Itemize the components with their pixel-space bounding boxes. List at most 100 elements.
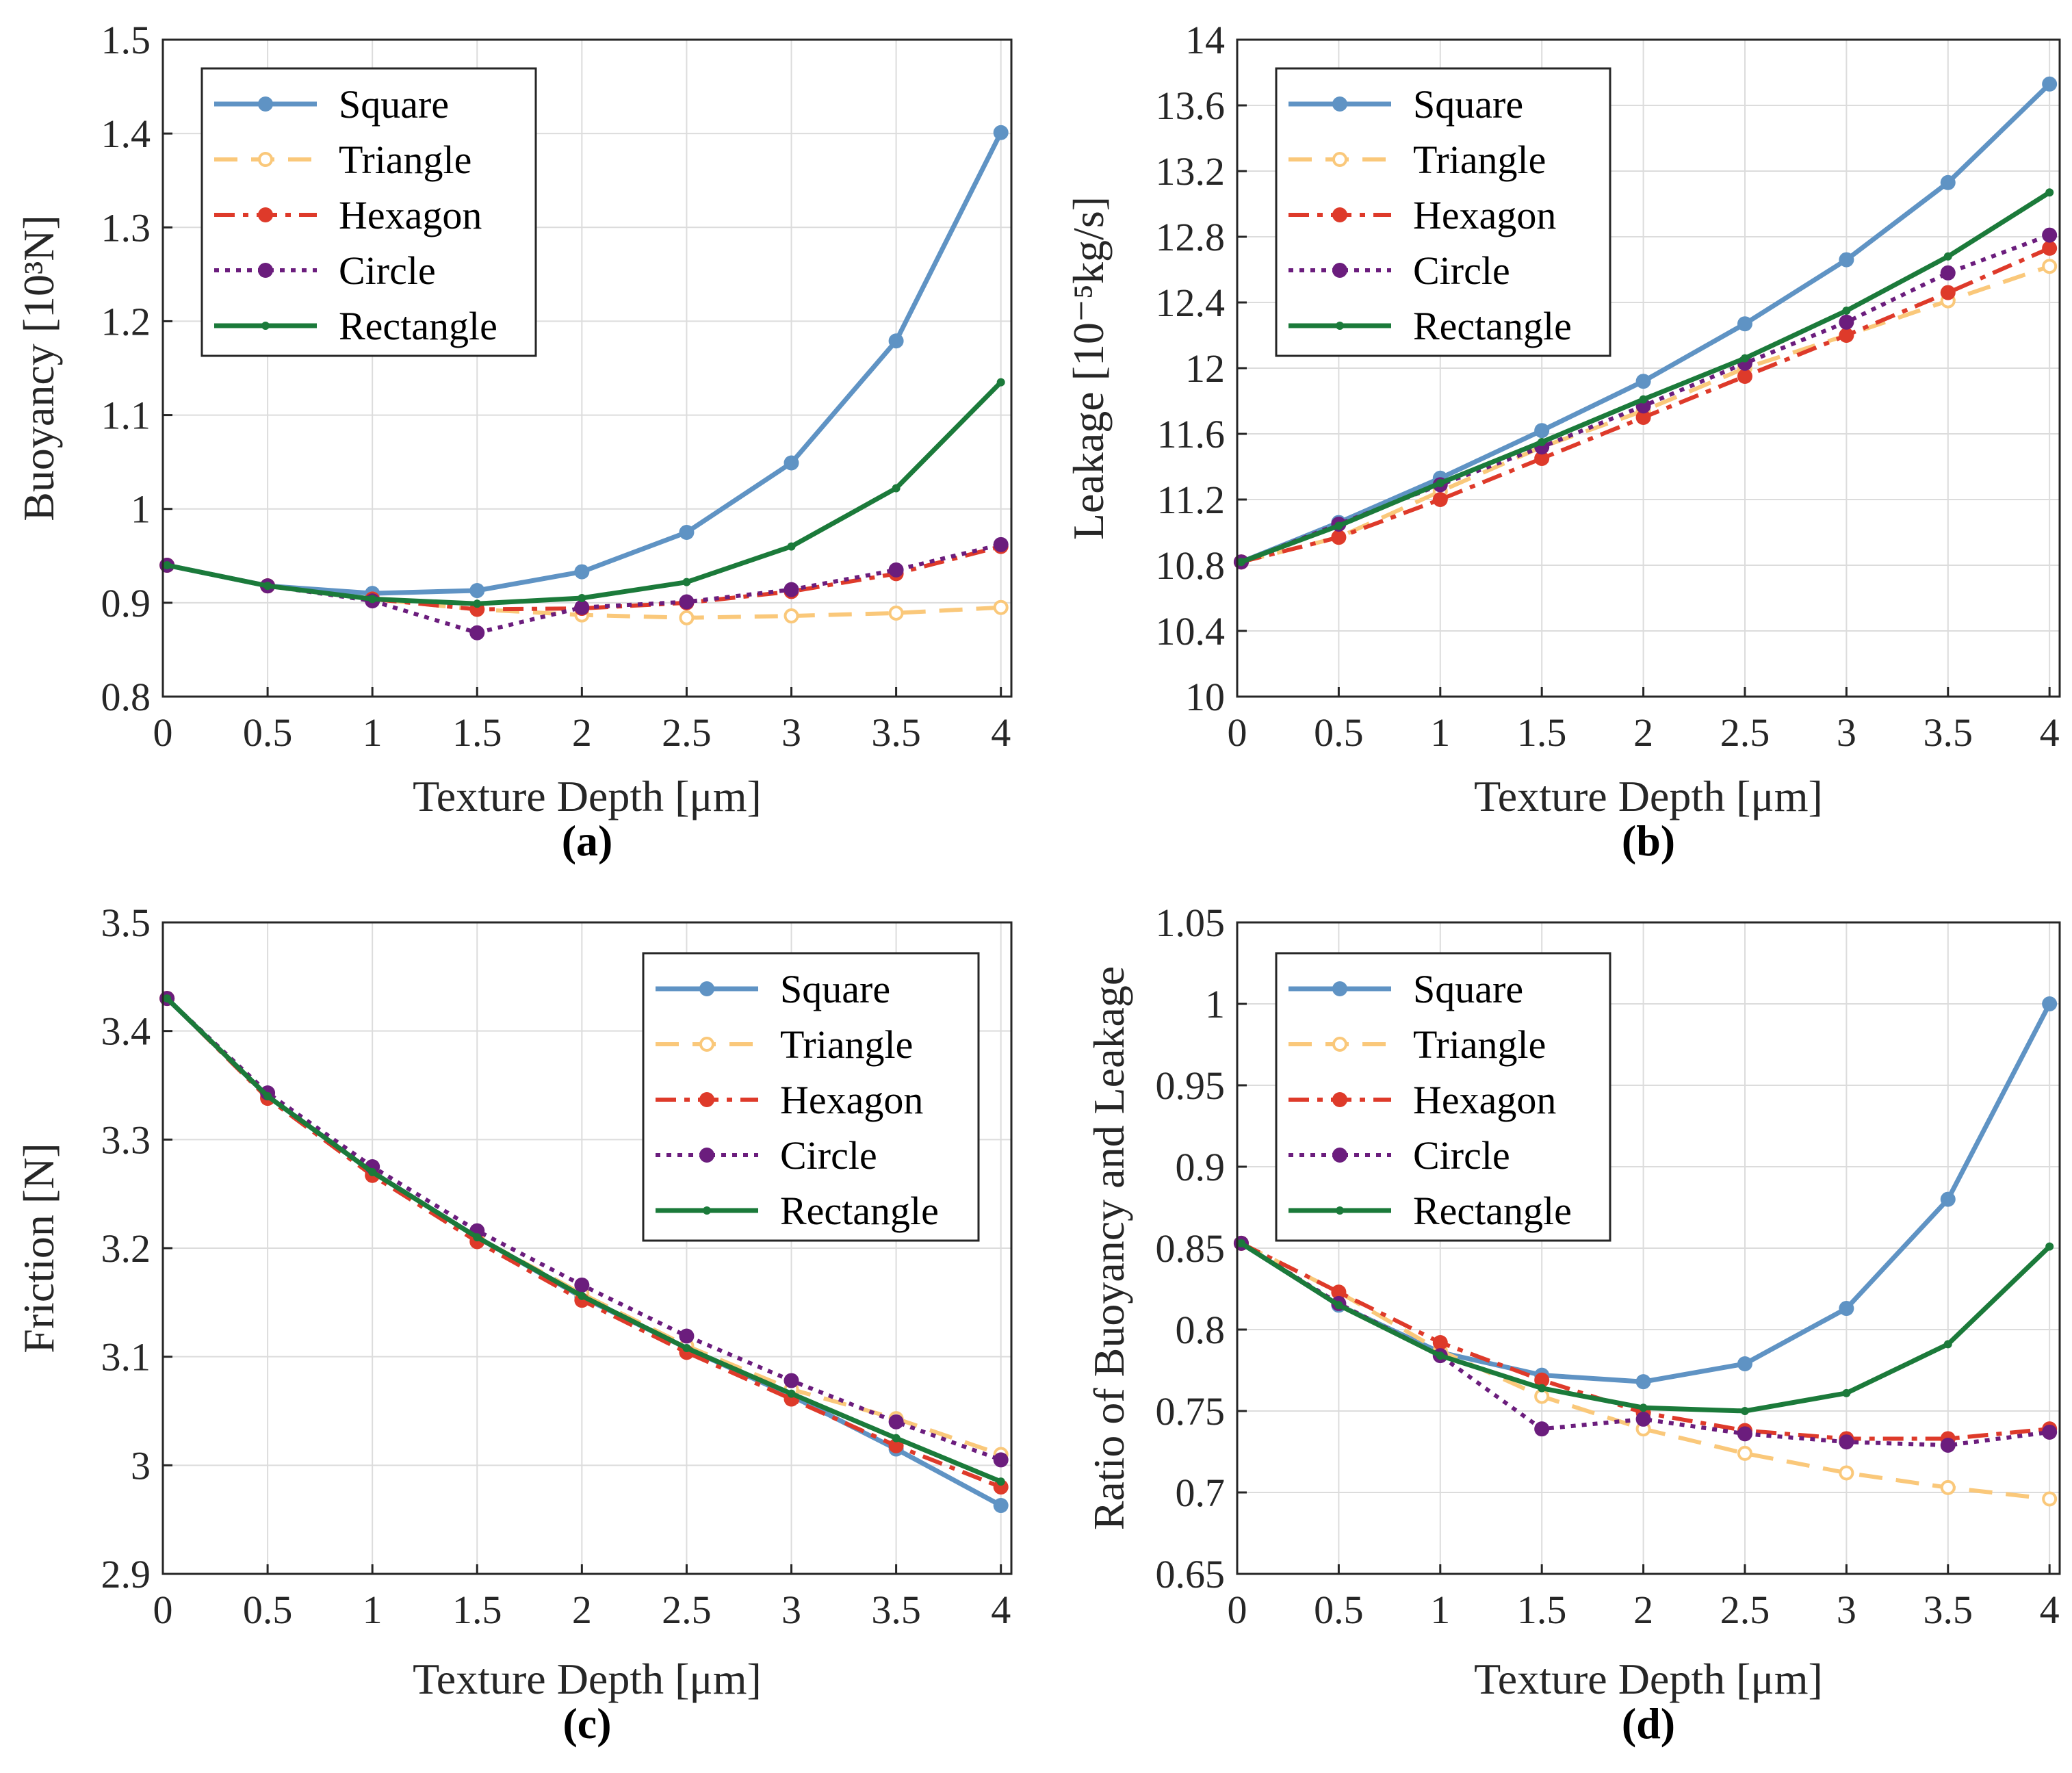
x-tick-label: 2 [1633, 1588, 1653, 1632]
data-point-square [2042, 76, 2058, 92]
x-tick-label: 0 [1228, 710, 1247, 755]
chart-panel-4: 0 0.5 1 1.5 2 2.5 3 3.5 4 0.65 0.7 0.75 0.8 0.85 0.9 0.… [1085, 901, 2061, 1748]
y-axis-label: Leakage [10⁻⁵kg/s] [1064, 196, 1113, 540]
legend-marker-circle [258, 263, 273, 278]
data-point-hexagon [993, 1479, 1009, 1495]
data-point-square [1635, 1374, 1651, 1390]
data-point-rectangle [1943, 1340, 1952, 1349]
data-point-hexagon [1432, 492, 1448, 507]
legend-label-hexagon: Hexagon [1413, 1078, 1556, 1122]
x-tick-label: 2.5 [662, 710, 712, 755]
legend-label-rectangle: Rectangle [780, 1189, 939, 1233]
data-point-rectangle [787, 542, 796, 551]
data-point-hexagon [1432, 1335, 1448, 1351]
y-tick-label: 3.5 [101, 901, 151, 945]
x-tick-label: 2.5 [662, 1588, 712, 1632]
x-tick-label: 1 [363, 710, 383, 755]
y-tick-label: 10.8 [1156, 543, 1226, 588]
y-tick-label: 1 [1205, 982, 1225, 1026]
legend-label-circle: Circle [780, 1133, 877, 1178]
data-point-rectangle [996, 1477, 1005, 1486]
legend-label-rectangle: Rectangle [1413, 1189, 1572, 1233]
data-point-square [469, 583, 485, 599]
x-tick-label: 1 [1430, 1588, 1450, 1632]
x-tick-label: 4 [991, 710, 1011, 755]
legend-label-rectangle: Rectangle [1413, 304, 1572, 348]
y-tick-label: 1.4 [101, 112, 151, 156]
data-point-rectangle [263, 1091, 272, 1100]
legend-box [200, 67, 537, 357]
legend-label-circle: Circle [339, 248, 436, 293]
x-axis-label: Texture Depth [μm] [413, 1655, 762, 1703]
panel-caption: (a) [562, 816, 613, 865]
data-point-circle [2042, 227, 2058, 243]
data-point-circle [679, 1328, 695, 1344]
data-point-rectangle [1639, 395, 1648, 404]
data-point-circle [993, 536, 1009, 552]
data-point-circle [888, 1414, 904, 1429]
y-tick-label: 1.5 [101, 18, 151, 62]
legend-marker-rectangle [261, 322, 270, 330]
data-point-square [784, 455, 799, 471]
data-point-circle [1940, 1437, 1956, 1453]
panel-caption: (b) [1622, 816, 1675, 865]
x-tick-label: 0 [153, 1588, 173, 1632]
legend-label-hexagon: Hexagon [1413, 193, 1556, 237]
data-point-rectangle [263, 582, 272, 591]
legend-label-square: Square [339, 82, 449, 127]
y-tick-label: 3 [131, 1443, 151, 1488]
x-tick-label: 4 [2040, 1588, 2060, 1632]
legend-marker-triangle [699, 1037, 714, 1052]
data-point-square [993, 1498, 1009, 1514]
data-point-rectangle [1740, 354, 1749, 363]
legend-label-square: Square [1413, 967, 1523, 1011]
y-tick-label: 1 [131, 487, 151, 532]
data-point-triangle [679, 610, 695, 625]
y-tick-label: 11.6 [1157, 412, 1225, 456]
legend-marker-hexagon [1332, 207, 1347, 222]
data-point-square [1534, 423, 1550, 439]
axes-frame [1236, 921, 2061, 1575]
x-tick-label: 0.5 [1314, 710, 1364, 755]
data-point-rectangle [163, 561, 172, 569]
legend-label-triangle: Triangle [780, 1022, 913, 1067]
axes-frame [1236, 38, 2061, 698]
legend-label-hexagon: Hexagon [780, 1078, 923, 1122]
data-point-triangle [784, 608, 799, 624]
data-point-rectangle [787, 1389, 796, 1398]
x-tick-label: 0.5 [243, 1588, 293, 1632]
data-point-square [1839, 252, 1854, 268]
legend-label-circle: Circle [1413, 248, 1510, 293]
legend-marker-rectangle [703, 1206, 711, 1215]
y-tick-label: 12.4 [1156, 281, 1226, 325]
y-tick-label: 0.8 [1176, 1308, 1226, 1352]
data-point-rectangle [473, 599, 482, 608]
data-point-rectangle [163, 994, 172, 1003]
data-point-hexagon [1534, 1372, 1550, 1388]
y-tick-label: 0.8 [101, 675, 151, 719]
y-tick-label: 3.4 [101, 1009, 151, 1054]
data-point-circle [1737, 1426, 1752, 1442]
data-point-rectangle [1740, 1407, 1749, 1415]
x-tick-label: 0 [153, 710, 173, 755]
data-point-rectangle [368, 1167, 377, 1176]
legend-label-hexagon: Hexagon [339, 193, 482, 237]
data-point-circle [574, 599, 590, 615]
legend-label-square: Square [780, 967, 890, 1011]
y-axis-label: Ratio of Buoyancy and Leakage [1085, 966, 1133, 1531]
data-point-square [1737, 1356, 1752, 1371]
data-point-triangle [2042, 259, 2058, 274]
x-tick-label: 2 [572, 710, 592, 755]
data-point-rectangle [1236, 1239, 1245, 1247]
legend-marker-hexagon [699, 1092, 714, 1107]
y-tick-label: 3.2 [101, 1226, 151, 1271]
y-tick-label: 11.2 [1157, 478, 1225, 522]
data-point-rectangle [368, 595, 377, 604]
legend-marker-rectangle [1336, 322, 1344, 330]
data-point-rectangle [578, 594, 586, 602]
y-tick-label: 14 [1185, 18, 1225, 62]
data-point-rectangle [2045, 1242, 2054, 1251]
x-axis-label: Texture Depth [μm] [1474, 1655, 1823, 1703]
legend-label-triangle: Triangle [1413, 138, 1546, 182]
